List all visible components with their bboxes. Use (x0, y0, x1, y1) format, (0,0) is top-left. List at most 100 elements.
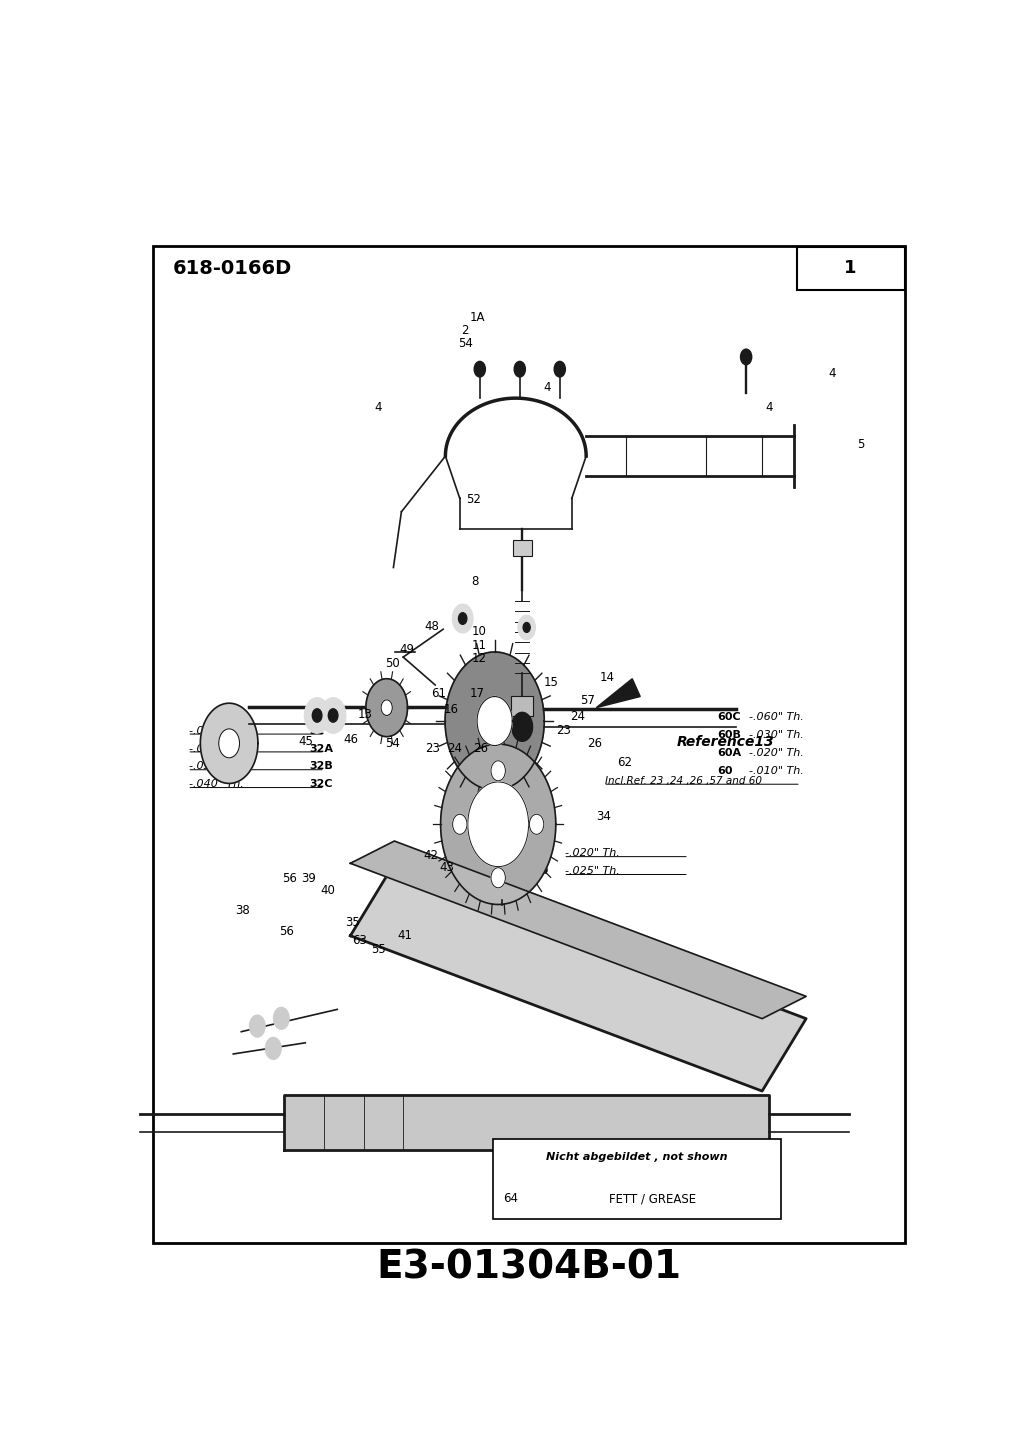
Circle shape (452, 603, 473, 632)
Polygon shape (284, 1095, 769, 1150)
Text: 16: 16 (444, 703, 458, 716)
Text: 56: 56 (280, 925, 294, 938)
Text: 1A: 1A (470, 311, 485, 324)
Text: 61: 61 (431, 687, 446, 700)
Circle shape (514, 362, 525, 378)
Polygon shape (351, 841, 806, 1019)
Polygon shape (596, 679, 640, 708)
Text: 2: 2 (461, 324, 469, 337)
Text: 4: 4 (766, 401, 773, 414)
Text: 45: 45 (298, 735, 314, 748)
Text: 41: 41 (397, 929, 412, 942)
Circle shape (313, 709, 322, 722)
Text: 13: 13 (358, 708, 373, 721)
Polygon shape (477, 696, 512, 745)
Polygon shape (445, 653, 544, 790)
Circle shape (554, 362, 566, 378)
Text: 26: 26 (473, 742, 488, 755)
Text: -.025" Th.: -.025" Th. (189, 726, 244, 735)
Text: -.010" Th.: -.010" Th. (749, 765, 804, 776)
Text: 35: 35 (345, 916, 360, 929)
Text: 54: 54 (385, 738, 400, 751)
Text: -.060" Th.: -.060" Th. (749, 712, 804, 722)
Text: Nicht abgebildet , not shown: Nicht abgebildet , not shown (546, 1152, 728, 1162)
Circle shape (523, 622, 530, 632)
Bar (513, 540, 531, 556)
Circle shape (474, 362, 485, 378)
Text: 38: 38 (235, 904, 250, 916)
Text: 50: 50 (385, 657, 400, 670)
Text: 17: 17 (470, 687, 485, 700)
Text: 55: 55 (372, 943, 386, 956)
Circle shape (518, 615, 536, 640)
Text: -.040" Th.: -.040" Th. (189, 780, 244, 789)
Text: 40: 40 (320, 884, 335, 897)
Text: 46: 46 (343, 732, 358, 745)
Bar (153, 246, 905, 1243)
Circle shape (265, 1037, 282, 1059)
Text: 32A: 32A (309, 744, 333, 754)
Text: 59: 59 (533, 867, 548, 875)
Text: 43: 43 (440, 861, 454, 874)
Circle shape (320, 697, 346, 734)
Text: 60B: 60B (717, 731, 741, 741)
Text: -.030" Th.: -.030" Th. (189, 744, 244, 754)
Circle shape (304, 697, 330, 734)
Text: FETT / GREASE: FETT / GREASE (609, 1192, 697, 1205)
Text: 24: 24 (447, 742, 462, 755)
Text: 62: 62 (617, 755, 633, 768)
Text: 52: 52 (466, 492, 481, 505)
Text: 5: 5 (857, 437, 865, 450)
Text: 32C: 32C (309, 780, 332, 789)
Text: -.020" Th.: -.020" Th. (749, 748, 804, 758)
Text: 4: 4 (544, 381, 551, 394)
Text: 10: 10 (472, 625, 487, 638)
Text: 24: 24 (571, 710, 585, 724)
Text: 23: 23 (425, 742, 441, 755)
Text: -.020" Th.: -.020" Th. (565, 848, 619, 858)
Circle shape (491, 868, 506, 888)
Circle shape (273, 1007, 289, 1029)
Text: 58: 58 (533, 848, 548, 858)
Polygon shape (351, 864, 806, 1091)
Text: E3-01304B-01: E3-01304B-01 (377, 1249, 681, 1286)
Text: 54: 54 (457, 337, 473, 350)
Text: 26: 26 (587, 738, 602, 751)
Polygon shape (366, 679, 408, 737)
Text: 8: 8 (472, 574, 479, 587)
Text: 49: 49 (399, 644, 414, 657)
Text: 64: 64 (503, 1192, 518, 1205)
Text: 60: 60 (717, 765, 733, 776)
Text: Reference13: Reference13 (677, 735, 774, 750)
Text: 4: 4 (375, 401, 382, 414)
Bar (493, 1139, 781, 1218)
Circle shape (529, 815, 544, 835)
Text: 39: 39 (300, 871, 316, 884)
Circle shape (250, 1014, 265, 1037)
Text: 618-0166D: 618-0166D (173, 259, 292, 278)
Text: Incl.Ref. 23 ,24 ,26 ,57 and 60: Incl.Ref. 23 ,24 ,26 ,57 and 60 (605, 776, 762, 786)
Text: 11: 11 (472, 638, 487, 651)
Polygon shape (467, 781, 528, 867)
Text: 48: 48 (424, 621, 439, 634)
Text: -.025" Th.: -.025" Th. (565, 867, 619, 875)
Circle shape (381, 700, 392, 715)
Text: 14: 14 (600, 671, 615, 683)
Circle shape (328, 709, 337, 722)
Circle shape (741, 349, 751, 365)
Text: 42: 42 (424, 849, 439, 862)
Text: 57: 57 (580, 693, 595, 706)
Text: 15: 15 (544, 676, 558, 689)
Polygon shape (487, 809, 510, 839)
Text: 60C: 60C (717, 712, 741, 722)
Circle shape (491, 761, 506, 781)
Text: 34: 34 (596, 810, 611, 823)
Text: 63: 63 (352, 933, 367, 946)
Bar (511, 696, 534, 716)
Circle shape (453, 815, 467, 835)
Polygon shape (441, 744, 556, 904)
Bar (797, 247, 905, 289)
Text: 12: 12 (472, 653, 487, 666)
Text: 60A: 60A (717, 748, 741, 758)
Circle shape (219, 729, 239, 758)
